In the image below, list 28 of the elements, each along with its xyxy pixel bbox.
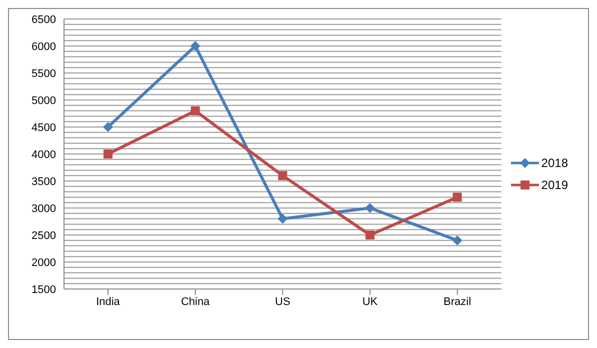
legend-label: 2019: [541, 178, 568, 192]
x-tick-label: UK: [362, 296, 378, 308]
y-tick-label: 4500: [32, 122, 56, 134]
x-tick-label: China: [180, 296, 211, 308]
x-tick-label: India: [96, 296, 121, 308]
point: [452, 192, 462, 202]
y-tick-label: 2000: [32, 256, 56, 269]
y-tick-label: 6000: [32, 40, 56, 53]
y-tick-label: 4000: [32, 148, 56, 161]
point: [278, 171, 288, 180]
x-tick-label: Brazil: [444, 296, 472, 308]
point: [364, 203, 375, 213]
y-tick-label: 3000: [32, 202, 56, 215]
legend-label: 2018: [541, 156, 568, 170]
point: [103, 122, 113, 132]
x-tick-label: US: [275, 296, 290, 308]
y-tick-label: 3500: [32, 176, 56, 188]
point: [452, 235, 462, 246]
point: [190, 106, 200, 116]
point: [365, 230, 374, 240]
point: [190, 41, 200, 51]
point: [278, 214, 288, 224]
y-tick-label: 2500: [32, 230, 56, 242]
point: [104, 150, 112, 158]
y-tick-label: 5500: [32, 68, 56, 80]
y-tick-label: 1500: [32, 284, 56, 296]
y-tick-label: 6500: [32, 14, 56, 26]
y-tick-label: 5000: [32, 94, 56, 107]
